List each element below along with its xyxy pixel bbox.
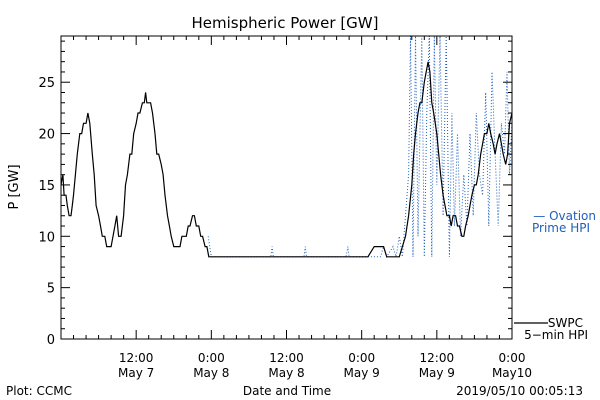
- y-tick-label: 5: [47, 282, 55, 297]
- legend-ovation-label-line2: Prime HPI: [532, 221, 590, 235]
- x-axis-label: Date and Time: [243, 384, 331, 398]
- x-tick-label-time: 0:00: [348, 351, 375, 365]
- x-tick-label-date: May10: [492, 366, 532, 380]
- x-tick-label-date: May 9: [419, 366, 455, 380]
- y-tick-label: 0: [47, 333, 55, 348]
- x-tick-label-time: 0:00: [198, 351, 225, 365]
- y-tick-label: 10: [38, 230, 55, 245]
- x-tick-label-date: May 8: [193, 366, 229, 380]
- x-tick-label-date: May 7: [118, 366, 154, 380]
- plot-area: [60, 35, 513, 340]
- y-axis: 0 5 10 15 20 25: [38, 40, 512, 348]
- plot-credit: Plot: CCMC: [6, 384, 72, 398]
- legend-swpc-label: SWPC: [548, 316, 583, 330]
- x-tick-label-time: 12:00: [420, 351, 455, 365]
- y-tick-label: 25: [38, 76, 55, 91]
- legend-swpc-label-line2: 5−min HPI: [524, 328, 588, 342]
- legend-ovation-label: — Ovation: [533, 209, 596, 223]
- plot-frame: [60, 35, 513, 340]
- plot-timestamp: 2019/05/10 00:05:13: [456, 384, 583, 398]
- x-tick-label-date: May 8: [268, 366, 304, 380]
- series-line-2: [61, 61, 512, 258]
- y-axis-label: P [GW]: [7, 164, 22, 209]
- y-tick-label: 20: [38, 128, 55, 143]
- x-tick-label-date: May 9: [344, 366, 380, 380]
- y-tick-label: 15: [38, 179, 55, 194]
- x-tick-label-time: 0:00: [499, 351, 526, 365]
- chart-title: Hemispheric Power [GW]: [192, 14, 379, 32]
- x-tick-label-time: 12:00: [119, 351, 154, 365]
- x-tick-label-time: 12:00: [269, 351, 304, 365]
